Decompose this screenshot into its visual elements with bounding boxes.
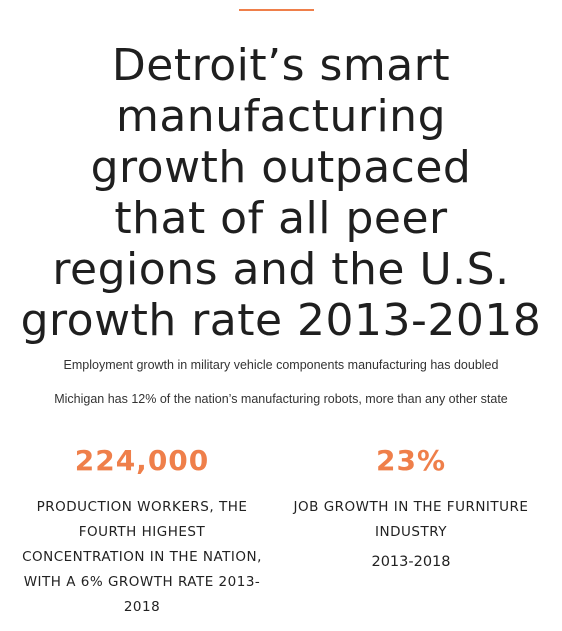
stat-value: 224,000 [74, 444, 210, 477]
stat-description-line: WITH A 6% GROWTH RATE 2013- [23, 574, 261, 590]
stat-description-line: INDUSTRY [375, 524, 447, 540]
headline: Detroit’s smart manufacturing growth out… [0, 40, 562, 346]
headline-line: growth rate 2013-2018 [20, 295, 542, 346]
stat-description: PRODUCTION WORKERS, THE FOURTH HIGHEST C… [20, 495, 264, 620]
accent-divider [239, 9, 314, 11]
stat-production-workers: 224,000 PRODUCTION WORKERS, THE FOURTH H… [20, 441, 264, 620]
stat-description-line: FOURTH HIGHEST [78, 524, 206, 540]
stat-description-line: 2018 [123, 599, 161, 615]
stat-description: JOB GROWTH IN THE FURNITURE INDUSTRY [286, 495, 536, 545]
stat-description-line: JOB GROWTH IN THE FURNITURE [293, 499, 529, 515]
headline-line: growth outpaced [90, 142, 472, 193]
stat-description-line: PRODUCTION WORKERS, THE [36, 499, 248, 515]
headline-line: Detroit’s smart [111, 40, 451, 91]
stat-value: 23% [375, 444, 447, 477]
stat-period: 2013-2018 [371, 554, 451, 570]
headline-line: regions and the U.S. [52, 244, 510, 295]
stat-furniture-job-growth: 23% JOB GROWTH IN THE FURNITURE INDUSTRY… [286, 441, 536, 573]
fact-robots: Michigan has 12% of the nation’s manufac… [54, 392, 508, 406]
headline-line: manufacturing [115, 91, 446, 142]
fact-military-vehicle: Employment growth in military vehicle co… [63, 358, 499, 372]
headline-line: that of all peer [114, 193, 448, 244]
stat-description-line: CONCENTRATION IN THE NATION, [22, 549, 262, 565]
